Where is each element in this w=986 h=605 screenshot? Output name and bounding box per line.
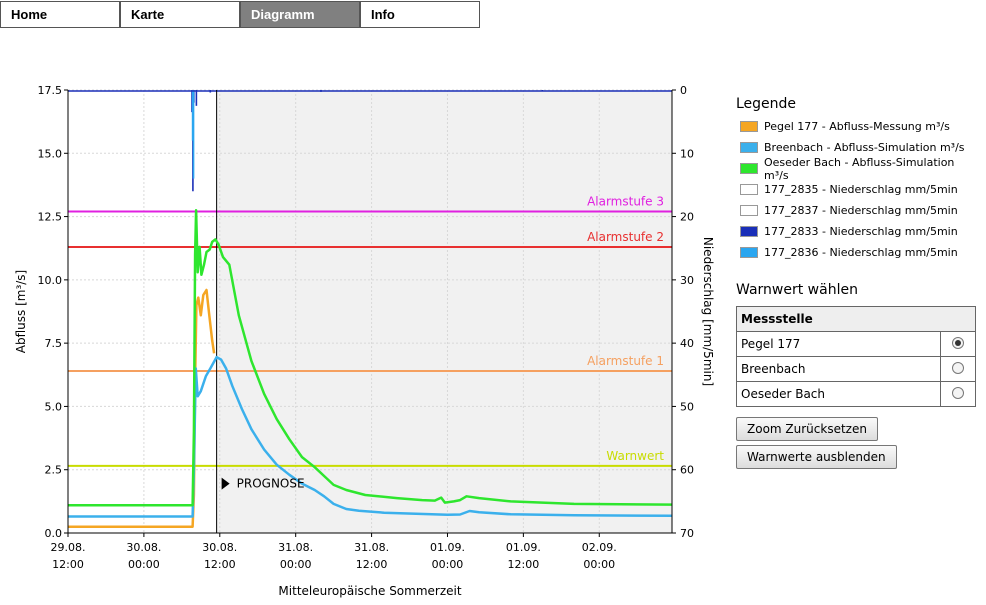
y2-tick-label: 60 bbox=[680, 464, 694, 477]
radio-button[interactable] bbox=[952, 361, 964, 374]
legend-label: 177_2836 - Niederschlag mm/5min bbox=[764, 246, 958, 259]
x-tick-label: 31.08. bbox=[278, 541, 313, 554]
y2-tick-label: 20 bbox=[680, 211, 694, 224]
x-tick-label: 00:00 bbox=[583, 558, 615, 571]
x-tick-label: 29.08. bbox=[51, 541, 86, 554]
radio-button[interactable] bbox=[952, 386, 964, 399]
discharge-chart[interactable]: Alarmstufe 3 Alarmstufe 2 Alarmstufe 1 Warn… bbox=[0, 60, 725, 605]
x-tick-label: 00:00 bbox=[128, 558, 160, 571]
tab-info[interactable]: Info bbox=[360, 1, 480, 28]
legend-title: Legende bbox=[736, 96, 797, 112]
legend-swatch bbox=[740, 163, 758, 174]
y-tick-label: 10.0 bbox=[38, 274, 63, 287]
legend-label: 177_2833 - Niederschlag mm/5min bbox=[764, 225, 958, 238]
forecast-arrow-icon bbox=[221, 477, 230, 490]
legend-swatch bbox=[740, 226, 758, 237]
x-tick-label: 30.08. bbox=[202, 541, 237, 554]
x-tick-label: 31.08. bbox=[354, 541, 389, 554]
messstelle-row[interactable]: Breenbach bbox=[736, 356, 976, 382]
hide-warnings-button[interactable]: Warnwerte ausblenden bbox=[736, 445, 897, 469]
messstelle-row[interactable]: Oeseder Bach bbox=[736, 381, 976, 407]
legend-item[interactable]: 177_2837 - Niederschlag mm/5min bbox=[736, 200, 976, 221]
y2-tick-label: 70 bbox=[680, 527, 694, 540]
legend-item[interactable]: 177_2835 - Niederschlag mm/5min bbox=[736, 179, 976, 200]
forecast-label: PROGNOSE bbox=[237, 477, 305, 491]
y-tick-label: 7.5 bbox=[45, 337, 63, 350]
threshold-label: Alarmstufe 2 bbox=[587, 230, 664, 244]
legend-swatch bbox=[740, 121, 758, 132]
messstelle-header: Messstelle bbox=[736, 306, 976, 332]
y2-axis-label: Niederschlag [mm/5min] bbox=[701, 237, 715, 386]
threshold-label: Alarmstufe 3 bbox=[587, 195, 664, 209]
legend-item[interactable]: Pegel 177 - Abfluss-Messung m³/s bbox=[736, 116, 976, 137]
series-line bbox=[68, 355, 673, 518]
legend-item[interactable]: Oeseder Bach - Abfluss-Simulation m³/s bbox=[736, 155, 976, 182]
messstelle-label: Oeseder Bach bbox=[736, 381, 941, 407]
y-axis-label: Abfluss [m³/s] bbox=[14, 270, 28, 353]
threshold-label: Alarmstufe 1 bbox=[587, 354, 664, 368]
warnwert-title: Warnwert wählen bbox=[736, 282, 858, 298]
x-tick-label: 01.09. bbox=[430, 541, 465, 554]
y2-tick-label: 0 bbox=[680, 84, 687, 97]
messstelle-label: Pegel 177 bbox=[736, 331, 941, 357]
legend-item[interactable]: 177_2833 - Niederschlag mm/5min bbox=[736, 221, 976, 242]
x-tick-label: 00:00 bbox=[280, 558, 312, 571]
x-tick-label: 12:00 bbox=[204, 558, 236, 571]
legend-swatch bbox=[740, 205, 758, 216]
zoom-reset-button[interactable]: Zoom Zurücksetzen bbox=[736, 417, 878, 441]
tab-home[interactable]: Home bbox=[0, 1, 120, 28]
legend-swatch bbox=[740, 247, 758, 258]
y2-tick-label: 30 bbox=[680, 274, 694, 287]
legend-label: 177_2837 - Niederschlag mm/5min bbox=[764, 204, 958, 217]
x-axis-label: Mitteleuropäische Sommerzeit bbox=[278, 584, 461, 598]
legend-label: 177_2835 - Niederschlag mm/5min bbox=[764, 183, 958, 196]
series-line bbox=[68, 208, 673, 507]
legend-label: Breenbach - Abfluss-Simulation m³/s bbox=[764, 141, 965, 154]
legend-item[interactable]: 177_2836 - Niederschlag mm/5min bbox=[736, 242, 976, 263]
tab-karte[interactable]: Karte bbox=[120, 1, 240, 28]
legend-label: Pegel 177 - Abfluss-Messung m³/s bbox=[764, 120, 950, 133]
y-tick-label: 2.5 bbox=[45, 464, 63, 477]
y-tick-label: 17.5 bbox=[38, 84, 63, 97]
x-tick-label: 02.09. bbox=[582, 541, 617, 554]
x-tick-label: 01.09. bbox=[506, 541, 541, 554]
x-tick-label: 12:00 bbox=[356, 558, 388, 571]
y-tick-label: 5.0 bbox=[45, 400, 63, 413]
y2-tick-label: 10 bbox=[680, 147, 694, 160]
legend-item[interactable]: Breenbach - Abfluss-Simulation m³/s bbox=[736, 137, 976, 158]
forecast-region bbox=[216, 90, 672, 533]
y2-tick-label: 50 bbox=[680, 400, 694, 413]
x-tick-label: 00:00 bbox=[432, 558, 464, 571]
y-tick-label: 15.0 bbox=[38, 147, 63, 160]
x-tick-label: 12:00 bbox=[52, 558, 84, 571]
messstelle-row[interactable]: Pegel 177 bbox=[736, 331, 976, 357]
radio-button[interactable] bbox=[952, 336, 964, 349]
y-tick-label: 12.5 bbox=[38, 211, 63, 224]
legend-swatch bbox=[740, 184, 758, 195]
x-tick-label: 12:00 bbox=[508, 558, 540, 571]
legend-panel: Legende Pegel 177 - Abfluss-Messung m³/s… bbox=[736, 96, 976, 469]
threshold-label: Warnwert bbox=[606, 449, 664, 463]
main-nav: Home Karte Diagramm Info bbox=[0, 1, 480, 28]
y2-tick-label: 40 bbox=[680, 337, 694, 350]
legend-swatch bbox=[740, 142, 758, 153]
legend-label: Oeseder Bach - Abfluss-Simulation m³/s bbox=[764, 155, 955, 182]
messstelle-label: Breenbach bbox=[736, 356, 941, 382]
x-tick-label: 30.08. bbox=[126, 541, 161, 554]
messstelle-table: Messstelle Pegel 177 Breenbach Oeseder B… bbox=[736, 306, 976, 407]
tab-diagramm[interactable]: Diagramm bbox=[240, 1, 360, 28]
y-tick-label: 0.0 bbox=[45, 527, 63, 540]
